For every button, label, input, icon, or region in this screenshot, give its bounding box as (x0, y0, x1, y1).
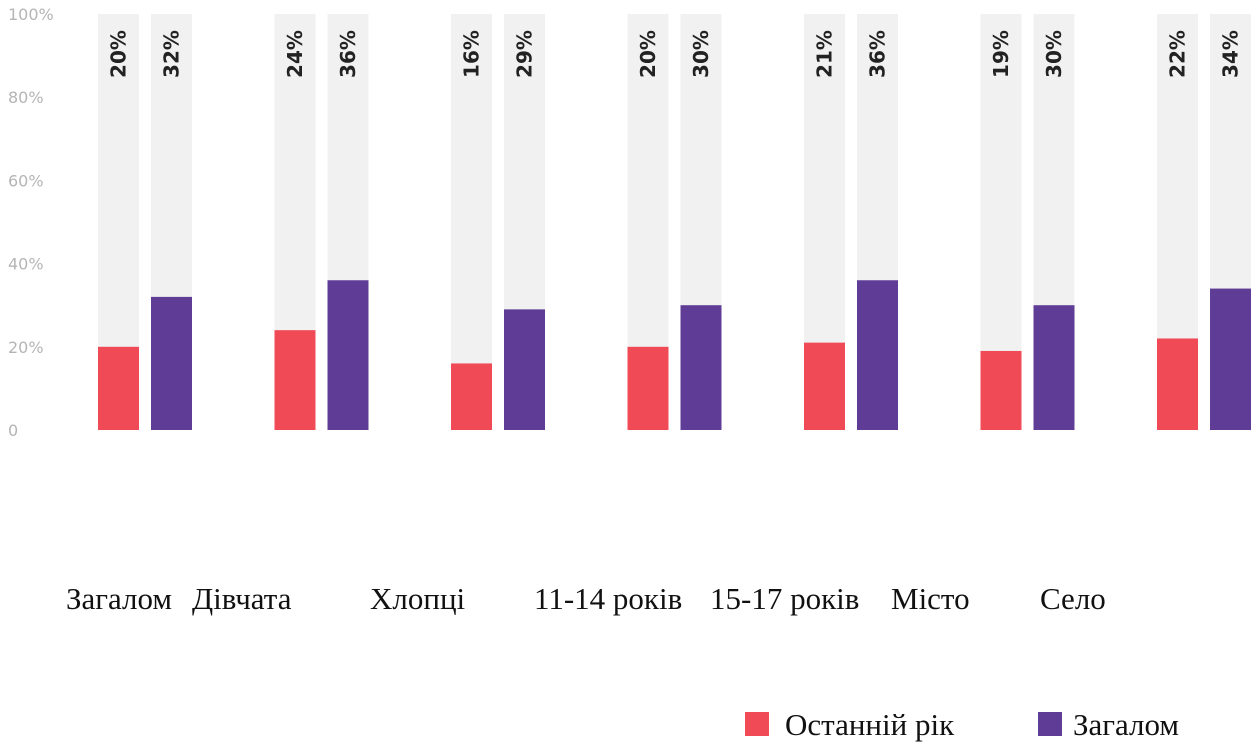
bar (980, 350, 1022, 430)
bar (327, 280, 369, 430)
bar (274, 330, 316, 430)
bar (1210, 288, 1251, 430)
y-tick-label: 60% (8, 171, 44, 190)
bar (451, 363, 492, 430)
bar (857, 280, 898, 430)
bar-value-label: 29% (513, 30, 537, 78)
bar-value-label: 19% (989, 30, 1013, 78)
category-labels: Загалом Дівчата Хлопці 11-14 років 15-17 рок… (66, 581, 1106, 616)
y-axis: 0 20% 40% 60% 80% 100% (8, 5, 54, 440)
bar-value-label: 20% (636, 30, 660, 78)
bar-background (451, 14, 492, 430)
bar-value-label: 30% (689, 30, 713, 78)
legend-swatch-last-year (745, 712, 769, 736)
bars (98, 280, 1251, 430)
y-tick-label: 100% (8, 5, 54, 24)
y-tick-label: 20% (8, 338, 44, 357)
legend-label-overall: Загалом (1073, 707, 1179, 742)
bar-value-label: 24% (283, 30, 307, 78)
legend-swatch-overall (1038, 712, 1062, 736)
bar-value-label: 36% (866, 30, 890, 78)
bar-value-labels: 20% 32% 24% 36% 16% 29% 20% 30% 21% 36% 19% 30% 22% 3… (107, 30, 1243, 78)
legend-label-last-year: Останній рік (785, 707, 955, 742)
y-tick-label: 0 (8, 421, 18, 440)
bar-value-label: 34% (1219, 30, 1243, 78)
bar (1157, 338, 1198, 430)
bar-value-label: 16% (460, 30, 484, 78)
bar (151, 296, 192, 430)
bar-value-label: 30% (1042, 30, 1066, 78)
y-tick-label: 40% (8, 255, 44, 274)
bar-value-label: 22% (1166, 30, 1190, 78)
legend: Останній рік Загалом (745, 707, 1179, 742)
category-label: 15-17 років (710, 581, 859, 616)
bar-value-label: 32% (160, 30, 184, 78)
bar-value-label: 36% (336, 30, 360, 78)
background-bars (98, 14, 1251, 430)
category-label: Село (1040, 581, 1106, 616)
category-label: Загалом (66, 581, 172, 616)
bar (504, 309, 545, 430)
bar (1033, 305, 1075, 430)
y-tick-label: 80% (8, 88, 44, 107)
category-label: Дівчата (192, 581, 292, 616)
bar-value-label: 20% (107, 30, 131, 78)
category-label: Місто (891, 581, 970, 616)
bar (98, 346, 139, 430)
bar (804, 342, 845, 430)
bar (627, 346, 669, 430)
category-label: 11-14 років (534, 581, 682, 616)
bar-value-label: 21% (813, 30, 837, 78)
bar (680, 305, 722, 430)
category-label: Хлопці (370, 581, 466, 616)
